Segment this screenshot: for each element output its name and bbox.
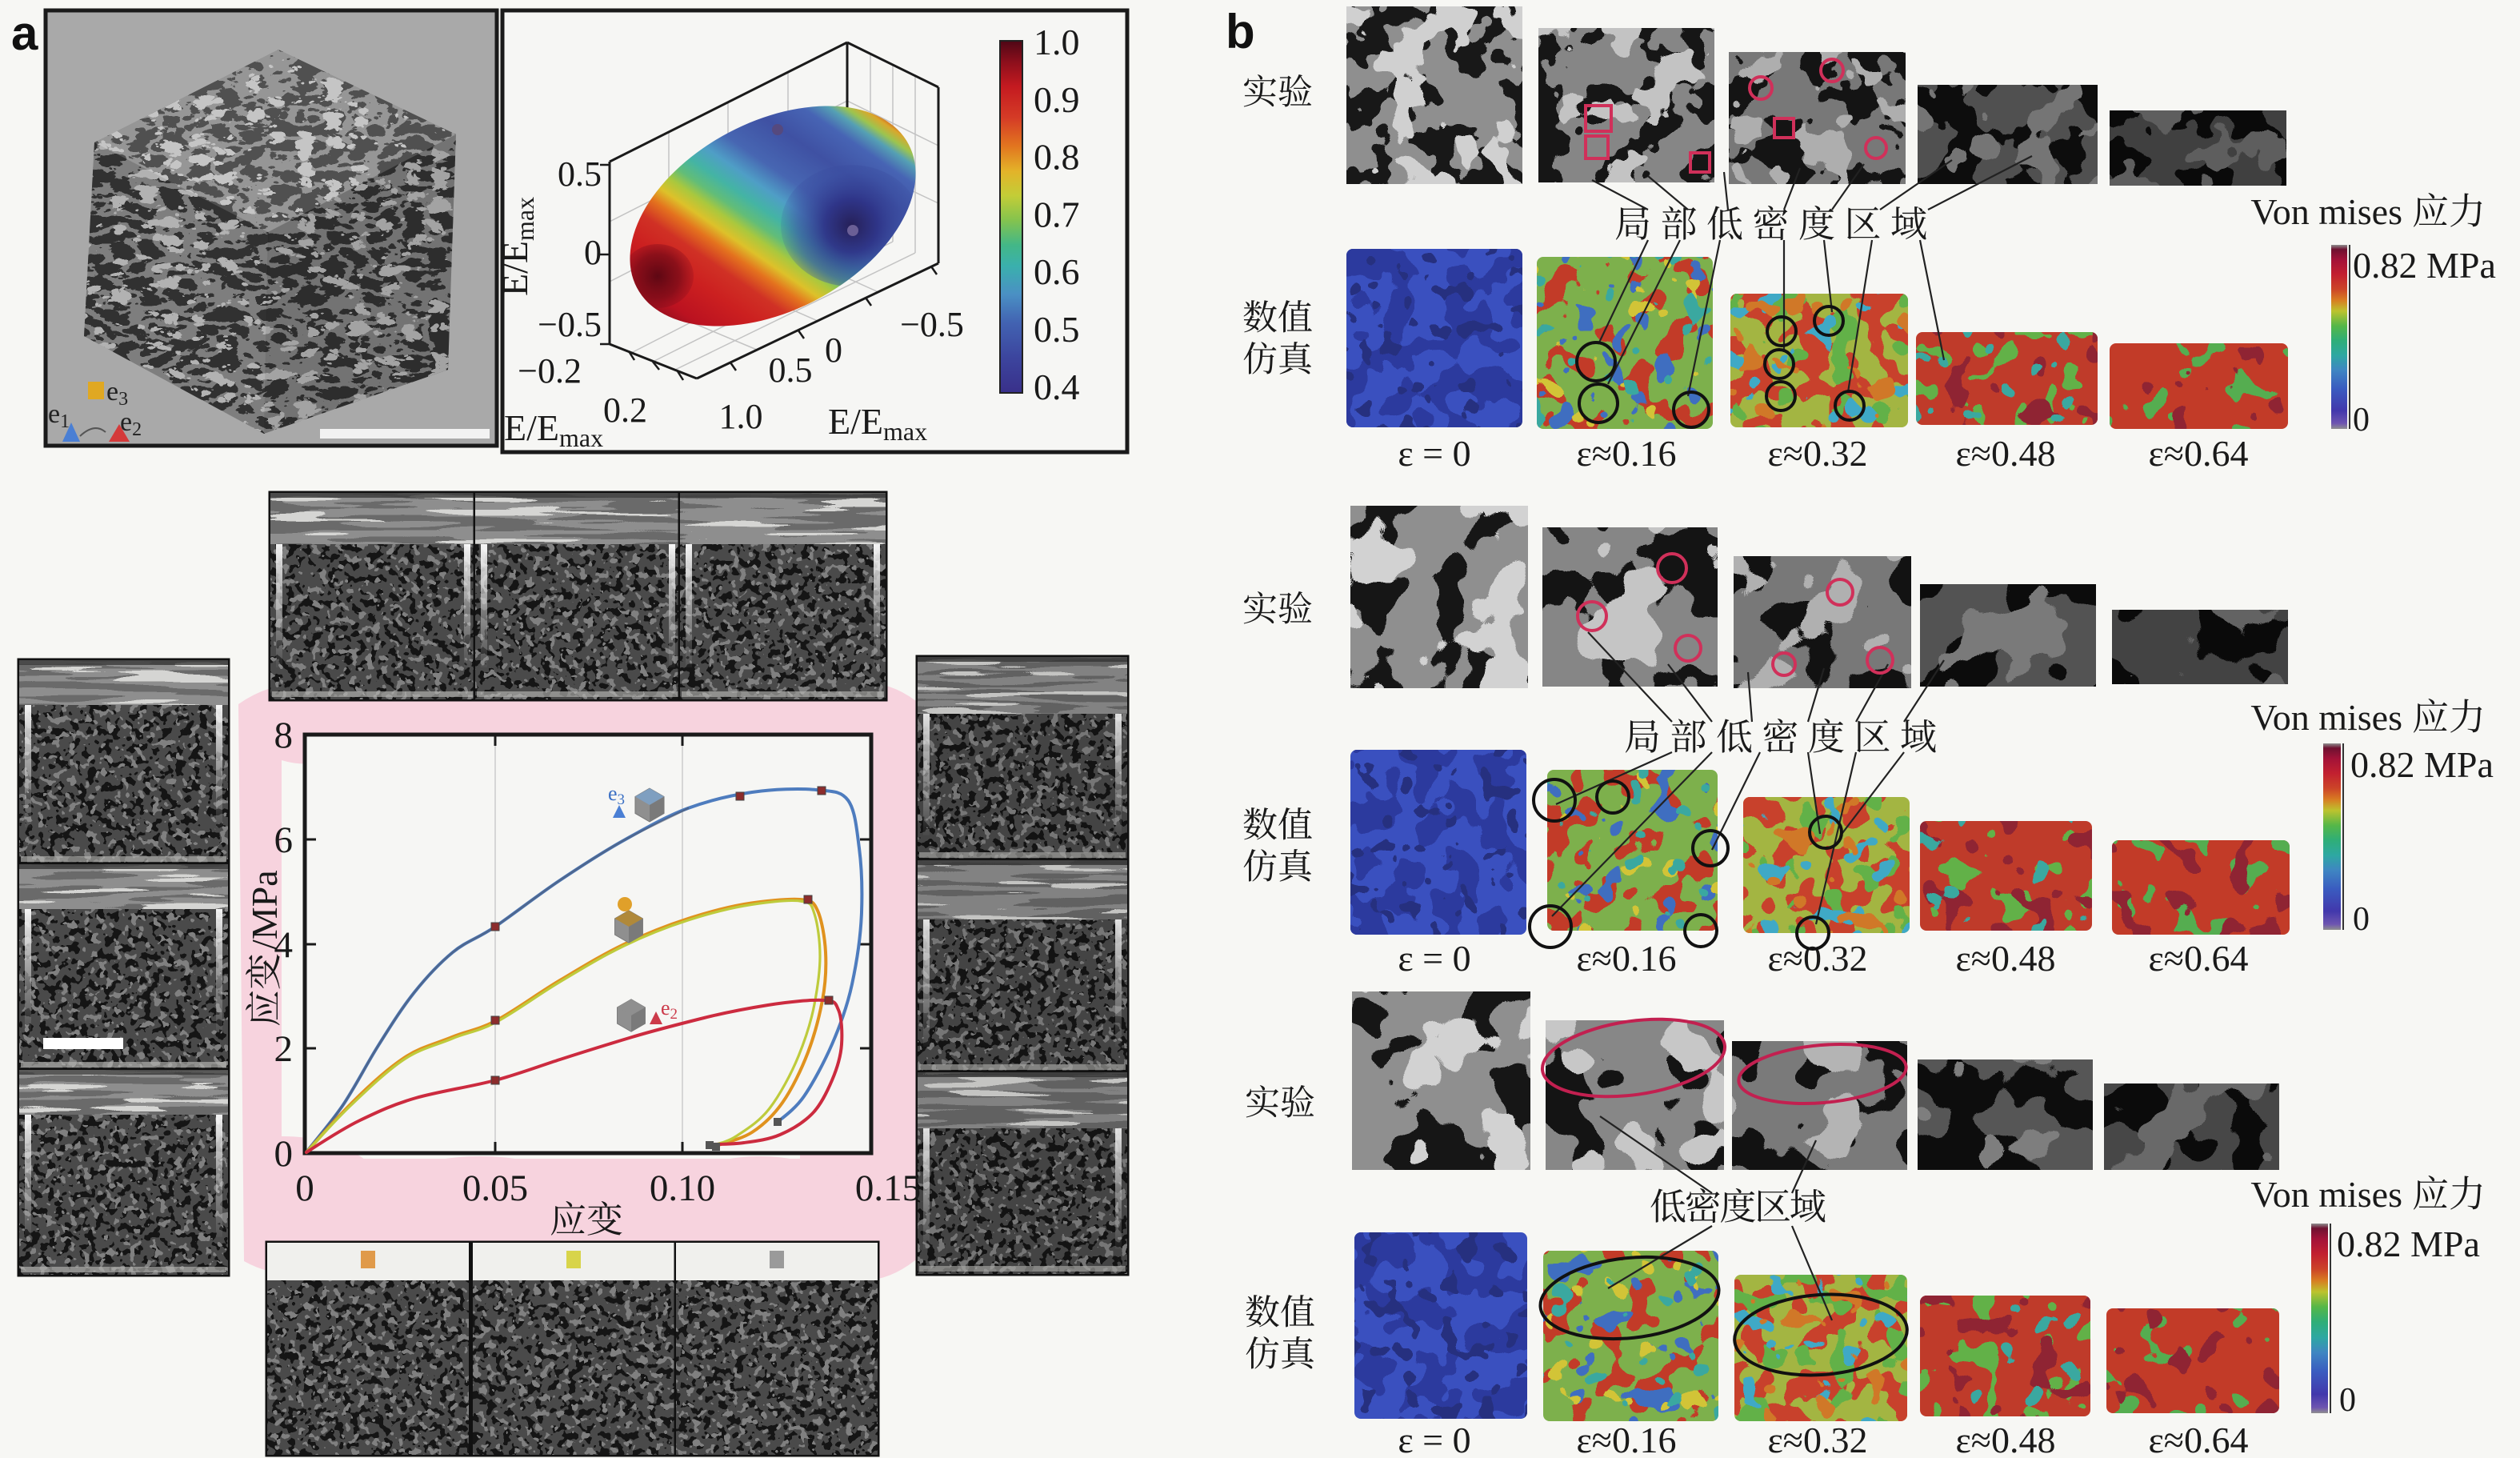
svg-text:0.82 MPa: 0.82 MPa — [2337, 1224, 2480, 1264]
svg-text:1.0: 1.0 — [1034, 22, 1080, 62]
svg-text:ε≈0.16: ε≈0.16 — [1576, 1420, 1676, 1458]
svg-text:e2: e2 — [120, 407, 142, 440]
svg-text:0.5: 0.5 — [769, 350, 813, 390]
svg-text:0.82 MPa: 0.82 MPa — [2350, 744, 2494, 785]
svg-text:0.2: 0.2 — [603, 391, 647, 430]
svg-text:0.5: 0.5 — [558, 154, 602, 194]
svg-text:−0.5: −0.5 — [538, 305, 602, 344]
svg-text:0.82 MPa: 0.82 MPa — [2353, 245, 2496, 286]
svg-text:ε≈0.64: ε≈0.64 — [2148, 433, 2248, 474]
svg-text:0.10: 0.10 — [650, 1168, 715, 1209]
svg-text:ε = 0: ε = 0 — [1398, 938, 1470, 979]
svg-text:ε≈0.16: ε≈0.16 — [1576, 938, 1676, 979]
svg-text:0.6: 0.6 — [1034, 251, 1080, 292]
svg-text:Von mises: Von mises — [2250, 697, 2402, 738]
svg-text:/MPa: /MPa — [244, 870, 285, 950]
svg-text:a: a — [11, 6, 38, 60]
svg-text:0.4: 0.4 — [1034, 367, 1080, 407]
svg-text:E/Emax: E/Emax — [494, 197, 539, 296]
svg-text:Von mises: Von mises — [2250, 1174, 2402, 1215]
svg-text:0: 0 — [2353, 901, 2370, 938]
svg-text:ε≈0.16: ε≈0.16 — [1576, 433, 1676, 474]
svg-text:ε≈0.48: ε≈0.48 — [1955, 433, 2055, 474]
svg-text:ε≈0.32: ε≈0.32 — [1767, 938, 1867, 979]
svg-text:Von mises: Von mises — [2250, 191, 2402, 232]
svg-text:ε≈0.48: ε≈0.48 — [1955, 938, 2055, 979]
svg-text:−0.2: −0.2 — [518, 351, 582, 391]
svg-text:8: 8 — [274, 715, 294, 756]
svg-text:0: 0 — [2339, 1382, 2356, 1419]
svg-text:0.05: 0.05 — [462, 1168, 528, 1209]
svg-text:0: 0 — [274, 1133, 294, 1175]
svg-text:ε≈0.48: ε≈0.48 — [1955, 1420, 2055, 1458]
svg-text:4: 4 — [274, 924, 294, 966]
svg-text:0: 0 — [584, 233, 602, 272]
svg-text:ε≈0.64: ε≈0.64 — [2148, 1420, 2248, 1458]
svg-text:0.8: 0.8 — [1034, 137, 1080, 178]
svg-text:0: 0 — [2353, 402, 2370, 439]
svg-text:−0.5: −0.5 — [900, 305, 964, 344]
svg-text:ε≈0.32: ε≈0.32 — [1767, 1420, 1867, 1458]
svg-text:0.15: 0.15 — [855, 1168, 921, 1209]
svg-text:0.5: 0.5 — [1034, 309, 1080, 350]
svg-text:ε = 0: ε = 0 — [1398, 433, 1470, 474]
svg-text:0: 0 — [825, 330, 842, 370]
svg-text:6: 6 — [274, 819, 294, 861]
svg-text:ε≈0.64: ε≈0.64 — [2148, 938, 2248, 979]
svg-text:0.9: 0.9 — [1034, 79, 1080, 120]
svg-text:1.0: 1.0 — [719, 397, 763, 436]
svg-text:ε≈0.32: ε≈0.32 — [1767, 433, 1867, 474]
svg-text:b: b — [1226, 5, 1255, 58]
svg-text:2: 2 — [274, 1028, 294, 1070]
svg-text:ε = 0: ε = 0 — [1398, 1420, 1470, 1458]
svg-text:0: 0 — [295, 1168, 314, 1209]
svg-text:0.7: 0.7 — [1034, 194, 1080, 234]
